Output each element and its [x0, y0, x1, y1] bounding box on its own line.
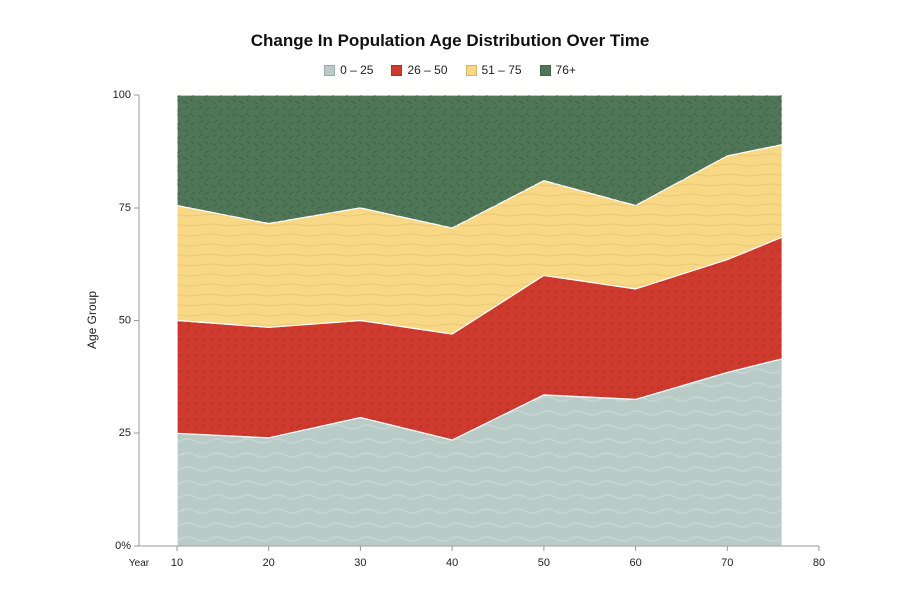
x-tick-label-30: 30: [354, 557, 366, 569]
legend-item-76-plus: 76+: [539, 63, 576, 77]
x-axis-title: Year: [129, 558, 150, 569]
legend-item-51-75: 51 – 75: [465, 63, 522, 77]
y-tick-label-25: 25: [119, 427, 131, 439]
y-tick-label-100: 100: [113, 89, 131, 101]
legend-swatch-26-50: [391, 64, 403, 76]
x-tick-label-20: 20: [263, 557, 275, 569]
area-texture-26-50: [177, 237, 783, 440]
legend-label-0-25: 0 – 25: [340, 63, 374, 77]
x-tick-40: 40: [446, 546, 458, 569]
x-tick-80: 80: [813, 546, 825, 569]
y-tick-label-0: 0%: [115, 540, 131, 552]
legend-label-26-50: 26 – 50: [407, 63, 448, 77]
x-tick-10: 10: [171, 546, 183, 569]
x-axis: 10 20 30 40 50 60 70 80 Year: [129, 545, 825, 569]
y-axis: 0% 25 50 75 100 Age Group: [85, 89, 140, 552]
legend-item-26-50: 26 – 50: [391, 63, 448, 77]
x-tick-label-50: 50: [538, 557, 550, 569]
y-tick-label-50: 50: [119, 314, 131, 326]
y-tick-0: 0%: [115, 540, 139, 552]
x-tick-label-10: 10: [171, 557, 183, 569]
legend-swatch-51-75: [465, 64, 477, 76]
area-layers: [176, 94, 783, 547]
y-tick-100: 100: [113, 89, 139, 101]
y-tick-25: 25: [119, 427, 139, 439]
legend-label-76-plus: 76+: [555, 63, 576, 77]
y-tick-50: 50: [119, 314, 139, 326]
x-tick-60: 60: [629, 546, 642, 569]
y-tick-label-75: 75: [119, 202, 131, 214]
y-axis-title: Age Group: [85, 291, 99, 349]
legend-swatch-0-25: [324, 64, 336, 76]
x-tick-30: 30: [354, 546, 367, 569]
legend-item-0-25: 0 – 25: [324, 63, 373, 77]
x-tick-label-70: 70: [721, 557, 733, 569]
chart-title: Change In Population Age Distribution Ov…: [250, 31, 650, 50]
x-tick-20: 20: [263, 546, 275, 569]
x-tick-70: 70: [721, 546, 733, 569]
area-texture-0-25: [177, 358, 783, 546]
x-tick-label-40: 40: [446, 557, 458, 569]
legend-swatch-76-plus: [539, 64, 551, 76]
legend: 0 – 25 26 – 50 51 – 75 76+: [0, 63, 900, 77]
area-texture-76-plus: [177, 95, 783, 228]
legend-label-51-75: 51 – 75: [481, 63, 522, 77]
x-tick-label-80: 80: [813, 557, 825, 569]
x-tick-50: 50: [538, 546, 550, 569]
y-tick-75: 75: [119, 202, 139, 214]
x-tick-label-60: 60: [629, 557, 641, 569]
area-texture-51-75: [177, 144, 783, 334]
